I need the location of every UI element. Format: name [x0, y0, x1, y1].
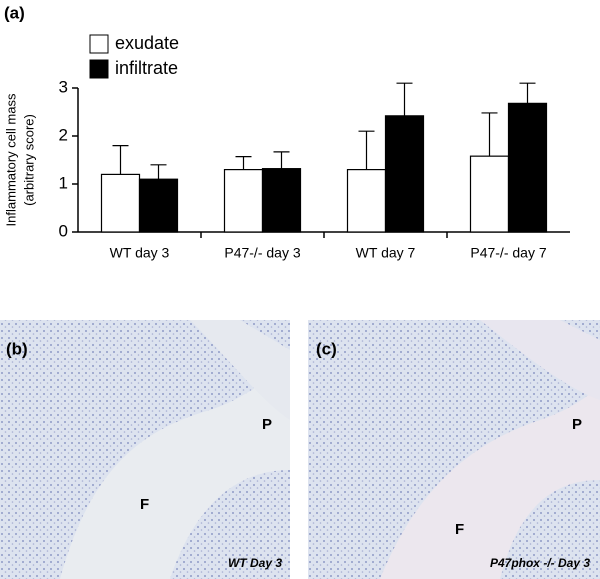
bar: [346, 169, 387, 233]
bar: [223, 169, 264, 233]
tissue: [380, 385, 600, 579]
legend-label: infiltrate: [115, 58, 178, 78]
panel-label: (c): [316, 339, 337, 358]
legend-swatch: [89, 34, 109, 54]
tissue: [190, 320, 290, 420]
tissue: [60, 360, 290, 579]
image-panel: (b) P F WT Day 3: [0, 320, 290, 579]
image-label: P: [262, 416, 272, 433]
bar: [261, 168, 302, 233]
tissue: [480, 320, 600, 400]
y-tick-label: 0: [59, 221, 68, 240]
panel-label: (b): [6, 339, 28, 358]
bar: [507, 102, 548, 233]
error-bar: [358, 130, 375, 170]
image-label: P: [572, 416, 582, 433]
bar: [138, 178, 179, 233]
error-bar: [481, 112, 498, 157]
bar: [100, 173, 141, 233]
error-bar: [273, 151, 290, 169]
error-bar: [519, 82, 536, 104]
x-tick-label: WT day 3: [110, 245, 170, 261]
y-tick-label: 3: [59, 77, 68, 96]
x-tick-label: P47-/- day 3: [224, 245, 300, 261]
x-tick-label: P47-/- day 7: [470, 245, 546, 261]
y-axis-label: (arbitrary score): [21, 114, 36, 206]
x-tick-label: WT day 7: [356, 245, 416, 261]
error-bar: [396, 82, 413, 116]
image-caption: WT Day 3: [228, 556, 282, 570]
image-label: F: [455, 521, 464, 538]
error-bar: [150, 164, 167, 180]
y-tick-label: 1: [59, 173, 68, 192]
image-panel: (c) P F P47phox -/- Day 3: [308, 320, 600, 579]
y-tick-label: 2: [59, 125, 68, 144]
error-bar: [235, 156, 252, 170]
image-label: F: [140, 496, 149, 513]
bar: [469, 155, 510, 233]
panel-label: (a): [4, 3, 25, 22]
legend-swatch: [89, 59, 109, 79]
y-axis-label: Inflammatory cell mass: [3, 93, 18, 226]
legend-label: exudate: [115, 33, 179, 53]
error-bar: [112, 145, 129, 175]
image-caption: P47phox -/- Day 3: [490, 556, 590, 570]
bar: [384, 115, 425, 233]
